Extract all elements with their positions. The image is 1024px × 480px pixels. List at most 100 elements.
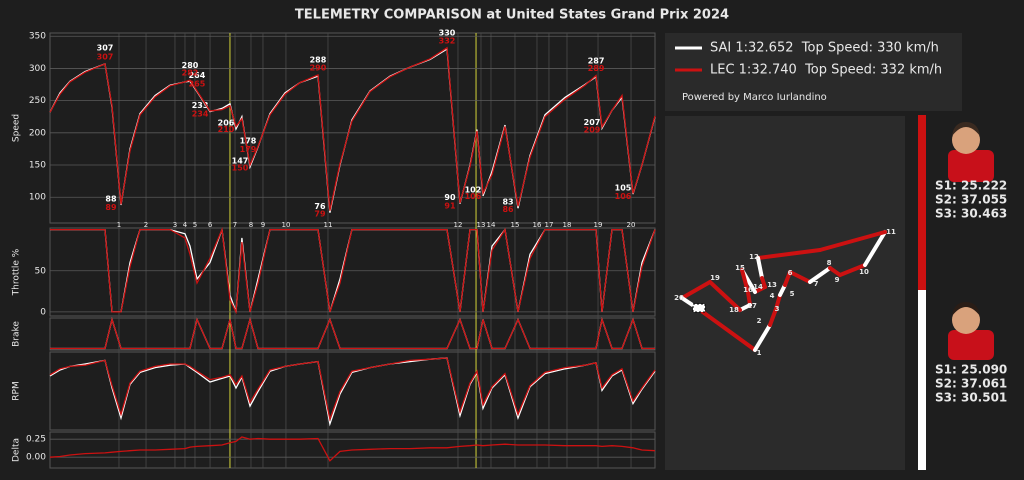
data-label: 330 <box>439 29 456 38</box>
track-corner-label: 20 <box>674 294 684 302</box>
corner-label: 7 <box>233 221 237 229</box>
y-tick-label: 0.00 <box>26 453 46 463</box>
y-axis-label: RPM <box>12 381 22 400</box>
track-segment <box>740 268 750 294</box>
corner-label: 1 <box>117 221 121 229</box>
track-segment <box>808 266 832 284</box>
series-line <box>49 46 656 211</box>
series-line <box>49 436 656 462</box>
data-label: 179 <box>240 145 257 154</box>
corner-label: 10 <box>281 221 290 229</box>
data-label: 282 <box>182 69 199 78</box>
corner-label: 20 <box>627 221 636 229</box>
track-segment <box>783 270 792 287</box>
driver-bar <box>918 115 926 290</box>
corner-label: 19 <box>594 221 603 229</box>
data-label: 150 <box>232 164 249 173</box>
data-label: 287 <box>588 56 605 65</box>
plot-frame <box>49 227 656 317</box>
driver-bar <box>918 290 926 470</box>
plot-frame <box>49 317 656 351</box>
legend-label: SAI 1:32.652 Top Speed: 330 km/h <box>710 41 939 56</box>
data-label: 106 <box>465 192 482 201</box>
data-label: 106 <box>615 192 632 201</box>
track-corner-label: 6 <box>788 269 793 277</box>
track-corner-label: 2 <box>757 317 762 325</box>
sector-time: S3: 30.463 <box>935 207 1007 221</box>
data-label: 307 <box>97 43 114 52</box>
corner-label: 8 <box>249 221 253 229</box>
track-segment <box>774 293 782 311</box>
track-segment <box>838 263 867 277</box>
data-label: 91 <box>444 202 456 211</box>
driver-portrait <box>948 302 994 360</box>
data-label: 102 <box>465 185 482 194</box>
y-tick-label: 0.25 <box>26 435 46 445</box>
corner-label: 18 <box>563 221 572 229</box>
series-line <box>49 47 656 213</box>
sector-time: S1: 25.222 <box>935 179 1007 193</box>
track-corner-label: 14 <box>753 283 763 291</box>
plot-frame <box>49 431 656 469</box>
y-tick-label: 150 <box>29 161 46 171</box>
driver-portrait <box>948 122 994 182</box>
data-label: 147 <box>232 156 249 165</box>
corner-label: 14 <box>487 221 496 229</box>
legend-label: LEC 1:32.740 Top Speed: 332 km/h <box>710 63 942 78</box>
track-segment <box>746 290 752 307</box>
series-line <box>50 227 656 315</box>
y-tick-label: 50 <box>35 266 47 276</box>
track-segment <box>680 280 712 300</box>
credit: Powered by Marco Iurlandino <box>682 92 827 103</box>
y-tick-label: 0 <box>40 307 46 317</box>
track-map-box <box>665 116 905 470</box>
corner-label: 15 <box>511 221 520 229</box>
data-label: 105 <box>615 184 632 193</box>
sector-time: S2: 37.055 <box>935 193 1007 207</box>
page-title: TELEMETRY COMPARISON at United States Gr… <box>295 8 729 23</box>
finish-flag <box>692 303 706 313</box>
track-corner-label: 13 <box>767 281 777 289</box>
series-line <box>49 357 656 427</box>
track-segment <box>756 248 822 260</box>
track-corner-label: 5 <box>790 290 795 298</box>
track-segment <box>863 230 887 267</box>
track-corner-label: 7 <box>814 280 819 288</box>
track-corner-label: 15 <box>735 264 745 272</box>
corner-label: 17 <box>544 221 553 229</box>
track-corner-label: 1 <box>757 349 762 357</box>
data-label: 332 <box>439 36 456 45</box>
corner-label: 9 <box>261 221 265 229</box>
track-corner-label: 4 <box>770 292 775 300</box>
data-label: 207 <box>584 118 601 127</box>
track-corner-label: 9 <box>835 276 840 284</box>
track-corner-label: 8 <box>827 259 832 267</box>
sector-time: S2: 37.061 <box>935 377 1007 391</box>
data-label: 210 <box>218 125 235 134</box>
y-axis-label: Brake <box>12 321 22 347</box>
plot-frame <box>49 32 656 224</box>
corner-label: 4 <box>183 221 188 229</box>
sector-time: S1: 25.090 <box>935 363 1007 377</box>
track-corner-label: 16 <box>743 286 753 294</box>
track-segment <box>753 323 772 352</box>
track-segment <box>756 256 764 280</box>
y-tick-label: 250 <box>29 96 46 106</box>
data-label: 88 <box>105 194 117 203</box>
data-label: 178 <box>240 137 257 146</box>
data-label: 288 <box>310 56 327 65</box>
y-tick-label: 200 <box>29 128 46 138</box>
data-label: 76 <box>314 202 326 211</box>
legend-box <box>665 33 962 111</box>
data-label: 86 <box>502 205 514 214</box>
data-label: 90 <box>444 193 456 202</box>
data-label: 79 <box>314 209 326 218</box>
track-corner-label: 12 <box>749 253 759 261</box>
track-corner-label: 10 <box>859 268 869 276</box>
data-label: 289 <box>588 64 605 73</box>
track-segment <box>768 307 778 327</box>
corner-label: 3 <box>173 221 177 229</box>
data-label: 206 <box>218 118 235 127</box>
y-axis-label: Speed <box>12 114 22 142</box>
